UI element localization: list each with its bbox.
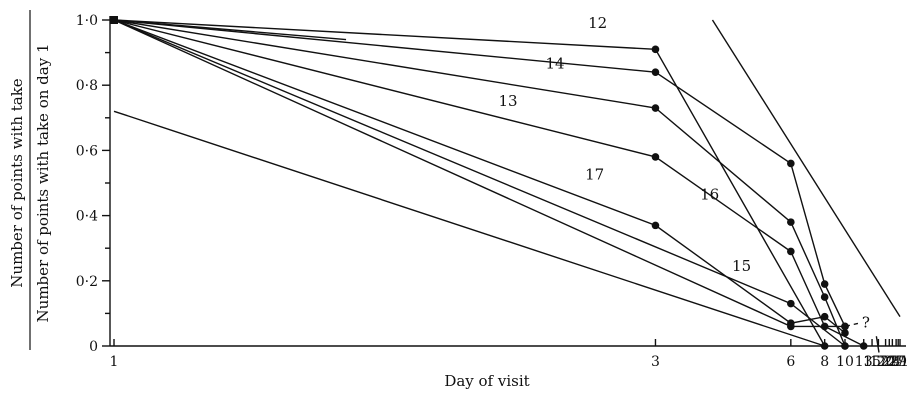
series-line [113,19,846,334]
data-point [859,342,868,350]
x-tick-label: 13 [855,354,873,370]
y-axis-title-numerator: Number of points with take [8,78,26,288]
data-point [651,153,660,161]
x-tick-label: 10 [836,354,854,370]
data-point [787,322,795,331]
dashed-extension-line [844,322,859,328]
x-tick-label: 27 [887,354,905,370]
y-axis-title-denominator: Number of points with take on day 1 [34,44,52,323]
x-tick-label: 24 [883,354,901,370]
data-point [820,280,829,288]
y-tick-label: 0·6 [76,143,98,159]
data-point [110,16,118,24]
data-point [651,68,660,76]
x-tick-label: 1 [110,354,119,370]
data-point [651,104,660,112]
y-tick-label: 0·8 [76,78,98,94]
reference-line [113,110,825,347]
data-point [820,312,829,321]
data-point [787,159,795,168]
series-label: 12 [588,14,607,32]
x-axis-title: Day of visit [444,372,529,390]
x-tick-label: 22 [880,354,898,370]
x-tick-label: 20 [877,354,895,370]
x-tick-label: 6 [786,354,795,370]
y-tick-label: 0·2 [76,274,98,290]
x-tick-label: 15 [863,354,881,370]
data-point [841,329,849,337]
series-line [113,19,865,347]
data-point [787,218,795,226]
y-tick-label: 0·4 [76,209,98,225]
y-tick-label: 0 [89,339,98,355]
series-label: 14 [546,54,565,72]
series-label: 15 [732,257,751,275]
data-point [651,221,660,230]
x-tick-label: 31 [891,354,909,370]
x-tick-label: 29 [889,354,907,370]
data-point [651,45,660,54]
reference-line [875,336,880,353]
data-point [820,342,829,350]
series-label: 13 [498,92,517,110]
reference-line [711,19,901,318]
data-point [841,342,849,350]
data-point [787,299,795,308]
x-tick-label: 8 [820,354,829,370]
data-point [787,247,795,256]
x-tick-label: 17 [870,354,888,370]
uncertain-marker: ? [862,313,870,331]
series-label: 16 [700,185,719,203]
y-tick-label: 1·0 [76,13,98,29]
x-tick-label: 3 [651,354,660,370]
data-point [820,293,829,301]
series-label: 17 [585,166,604,184]
